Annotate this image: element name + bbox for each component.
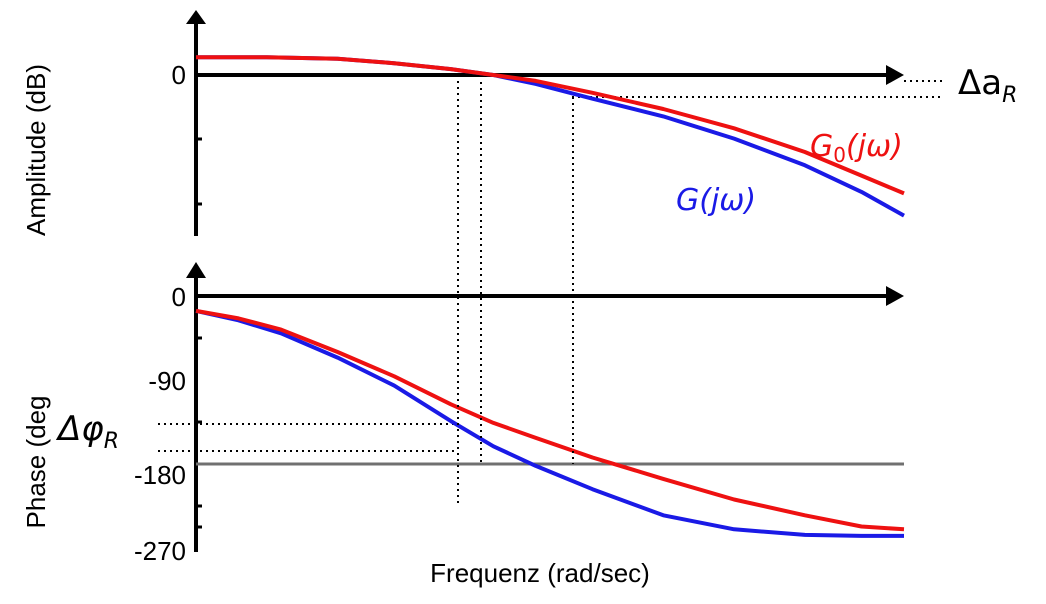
delta-phi-main: Δφ — [55, 409, 104, 449]
x-axis-title: Frequenz (rad/sec) — [430, 558, 650, 588]
phase-tick-label-neg270: -270 — [134, 536, 186, 566]
amplitude-axis-title: Amplitude (dB) — [21, 64, 51, 236]
amplitude-panel: 0 Amplitude (dB) ΔaR G0(jω) G(jω) — [21, 10, 1017, 236]
phase-series-group — [195, 308, 905, 538]
amplitude-y-axis-arrow — [186, 10, 206, 24]
amplitude-series-g-line — [196, 55, 905, 196]
phase-minor-ticks — [196, 336, 202, 529]
phase-tick-label-neg180: -180 — [134, 460, 186, 490]
amplitude-series-group — [196, 55, 905, 218]
phase-series-g0-line — [195, 308, 904, 538]
g0-curve-label: G0(jω) — [810, 129, 903, 167]
delta-a-sub: R — [1002, 83, 1017, 108]
phase-axis-title: Phase (deg — [21, 396, 51, 529]
amplitude-series-g0-line — [196, 55, 905, 218]
phase-y-axis-arrow — [186, 262, 206, 278]
phase-panel: 0 -90 -180 -270 Phase (deg Frequenz (rad… — [21, 262, 905, 588]
delta-phi-sub: R — [104, 429, 119, 454]
g-curve-label: G(jω) — [676, 183, 756, 218]
delta-a-main: Δa — [958, 63, 1002, 103]
crossover-guides — [457, 75, 574, 504]
phase-tick-label-0: 0 — [172, 282, 186, 312]
amplitude-x-axis-arrow — [886, 65, 904, 85]
amplitude-tick-label-0: 0 — [172, 60, 186, 90]
delta-a-label: ΔaR — [958, 63, 1017, 108]
phase-x-axis-arrow — [886, 286, 904, 306]
phase-series-g-line — [195, 308, 905, 532]
phase-tick-label-neg90: -90 — [148, 366, 186, 396]
delta-phi-label: ΔφR — [55, 409, 119, 454]
